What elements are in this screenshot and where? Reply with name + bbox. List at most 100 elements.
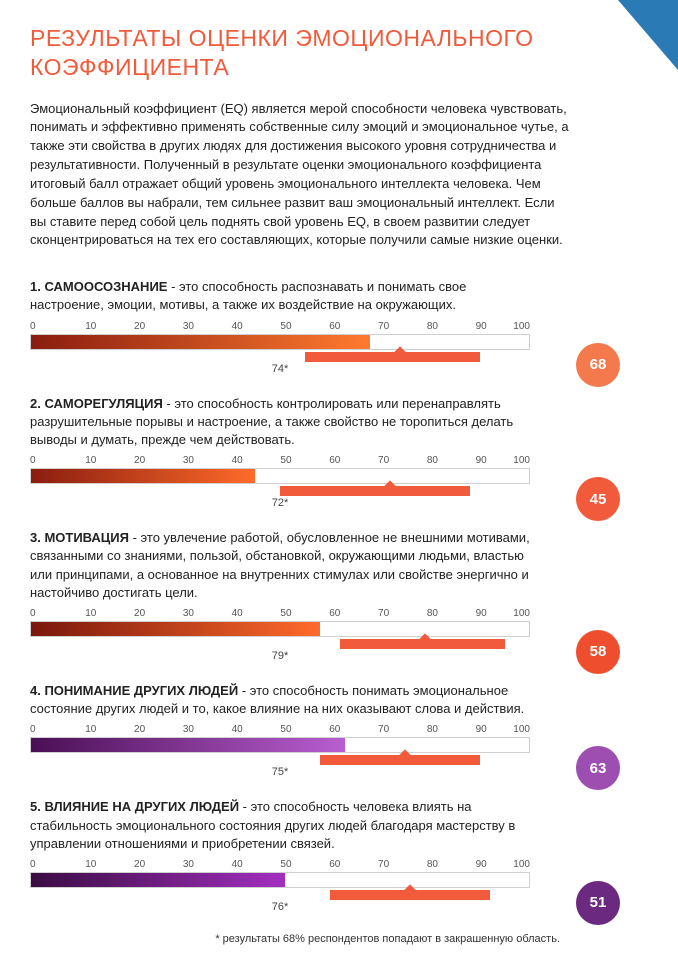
axis-tick: 100 [506,608,530,619]
axis-tick: 70 [372,724,396,735]
bar-track [30,737,530,753]
range-fill [305,352,480,362]
section-description: 2. САМОРЕГУЛЯЦИЯ - это способность контр… [30,395,530,450]
axis-tick: 10 [79,724,103,735]
axis-tick: 100 [506,321,530,332]
axis-tick: 90 [469,859,493,870]
axis-tick: 60 [323,455,347,466]
axis-tick: 70 [372,859,396,870]
axis-tick: 30 [176,321,200,332]
range-marker-label: 76* [30,901,530,913]
section-heading: 3. МОТИВАЦИЯ [30,530,129,545]
section-heading: 4. ПОНИМАНИЕ ДРУГИХ ЛЮДЕЙ [30,683,238,698]
footnote: * результаты 68% респондентов попадают в… [30,933,560,945]
bar-fill [31,469,255,483]
section-description: 4. ПОНИМАНИЕ ДРУГИХ ЛЮДЕЙ - это способно… [30,682,530,718]
bar-chart: 010203040506070809010075*63 [30,724,530,778]
score-badge: 58 [576,630,620,674]
axis-tick: 30 [176,724,200,735]
axis-ticks: 0102030405060708090100 [30,859,530,870]
axis-tick: 20 [128,321,152,332]
axis-tick: 0 [30,455,54,466]
reference-range [30,639,530,649]
axis-tick: 40 [225,608,249,619]
axis-tick: 80 [420,455,444,466]
axis-tick: 50 [274,724,298,735]
axis-tick: 40 [225,724,249,735]
axis-tick: 40 [225,455,249,466]
axis-tick: 90 [469,608,493,619]
eq-section: 2. САМОРЕГУЛЯЦИЯ - это способность контр… [30,395,648,510]
axis-tick: 60 [323,608,347,619]
bar-chart: 010203040506070809010076*51 [30,859,530,913]
axis-tick: 20 [128,608,152,619]
score-badge: 63 [576,746,620,790]
axis-tick: 100 [506,724,530,735]
eq-section: 4. ПОНИМАНИЕ ДРУГИХ ЛЮДЕЙ - это способно… [30,682,648,778]
section-heading: 2. САМОРЕГУЛЯЦИЯ [30,396,163,411]
page-title: РЕЗУЛЬТАТЫ ОЦЕНКИ ЭМОЦИОНАЛЬНОГО КОЭФФИЦ… [30,24,648,82]
bar-track [30,621,530,637]
axis-tick: 50 [274,455,298,466]
axis-tick: 70 [372,455,396,466]
axis-tick: 90 [469,455,493,466]
reference-range [30,755,530,765]
bar-fill [31,738,345,752]
axis-tick: 100 [506,859,530,870]
bar-fill [31,622,320,636]
axis-tick: 0 [30,321,54,332]
axis-ticks: 0102030405060708090100 [30,724,530,735]
range-fill [320,755,480,765]
axis-ticks: 0102030405060708090100 [30,455,530,466]
section-heading: 1. САМООСОЗНАНИЕ [30,279,167,294]
axis-tick: 50 [274,608,298,619]
reference-range [30,352,530,362]
bar-track [30,468,530,484]
axis-tick: 60 [323,724,347,735]
axis-tick: 90 [469,724,493,735]
axis-tick: 80 [420,859,444,870]
bar-chart: 010203040506070809010072*45 [30,455,530,509]
axis-tick: 40 [225,321,249,332]
section-description: 1. САМООСОЗНАНИЕ - это способность распо… [30,278,530,314]
bar-track [30,334,530,350]
axis-tick: 30 [176,608,200,619]
axis-tick: 60 [323,859,347,870]
axis-tick: 20 [128,859,152,870]
corner-decoration [618,0,678,70]
eq-section: 1. САМООСОЗНАНИЕ - это способность распо… [30,278,648,374]
bar-fill [31,335,370,349]
axis-tick: 60 [323,321,347,332]
axis-tick: 0 [30,608,54,619]
eq-section: 5. ВЛИЯНИЕ НА ДРУГИХ ЛЮДЕЙ - это способн… [30,798,648,913]
axis-tick: 80 [420,724,444,735]
axis-tick: 0 [30,859,54,870]
axis-tick: 50 [274,321,298,332]
section-description: 3. МОТИВАЦИЯ - это увлечение работой, об… [30,529,530,602]
range-marker-label: 75* [30,766,530,778]
axis-tick: 10 [79,608,103,619]
score-badge: 45 [576,477,620,521]
axis-tick: 40 [225,859,249,870]
axis-tick: 80 [420,608,444,619]
range-marker-label: 72* [30,497,530,509]
axis-tick: 70 [372,608,396,619]
axis-tick: 30 [176,455,200,466]
score-badge: 51 [576,881,620,925]
axis-tick: 90 [469,321,493,332]
bar-chart: 010203040506070809010079*58 [30,608,530,662]
axis-ticks: 0102030405060708090100 [30,321,530,332]
axis-ticks: 0 10 20 30 40 50 60 70 80 90 100 [30,608,530,619]
reference-range [30,890,530,900]
range-marker-label: 74* [30,363,530,375]
reference-range [30,486,530,496]
axis-tick: 10 [79,859,103,870]
section-description: 5. ВЛИЯНИЕ НА ДРУГИХ ЛЮДЕЙ - это способн… [30,798,530,853]
axis-tick: 80 [420,321,444,332]
range-fill [280,486,470,496]
range-marker-label: 79* [30,650,530,662]
axis-tick: 10 [79,455,103,466]
axis-tick: 30 [176,859,200,870]
axis-tick: 70 [372,321,396,332]
axis-tick: 0 [30,724,54,735]
